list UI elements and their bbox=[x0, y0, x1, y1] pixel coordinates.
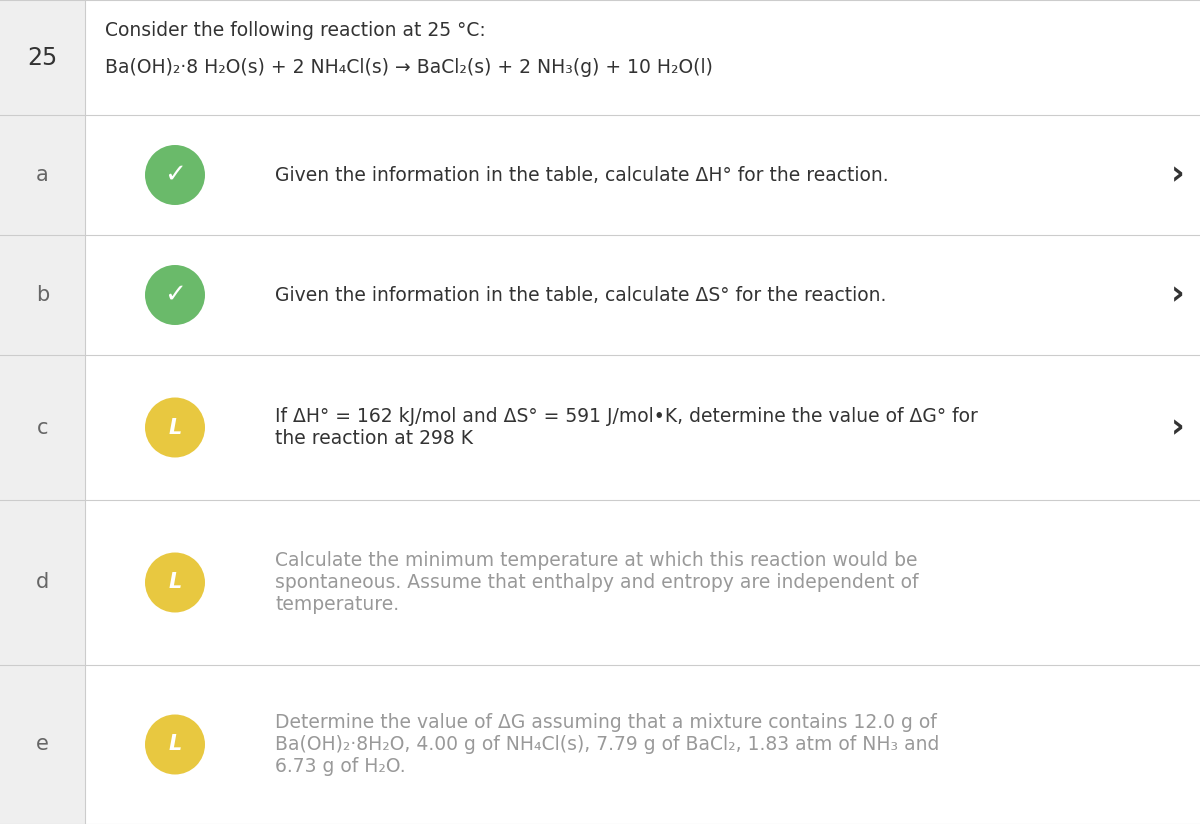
Text: spontaneous. Assume that enthalpy and entropy are independent of: spontaneous. Assume that enthalpy and en… bbox=[275, 573, 918, 592]
Text: ✓: ✓ bbox=[164, 282, 186, 308]
FancyBboxPatch shape bbox=[85, 235, 1200, 355]
Text: e: e bbox=[36, 734, 49, 755]
Text: d: d bbox=[36, 573, 49, 592]
Text: Given the information in the table, calculate ΔS° for the reaction.: Given the information in the table, calc… bbox=[275, 285, 887, 305]
FancyBboxPatch shape bbox=[85, 665, 1200, 824]
Circle shape bbox=[145, 714, 205, 775]
Circle shape bbox=[145, 397, 205, 457]
Circle shape bbox=[145, 553, 205, 612]
Text: a: a bbox=[36, 165, 49, 185]
FancyBboxPatch shape bbox=[85, 355, 1200, 500]
Text: Determine the value of ΔG assuming that a mixture contains 12.0 g of: Determine the value of ΔG assuming that … bbox=[275, 713, 937, 732]
Text: If ΔH° = 162 kJ/mol and ΔS° = 591 J/mol•K, determine the value of ΔG° for: If ΔH° = 162 kJ/mol and ΔS° = 591 J/mol•… bbox=[275, 407, 978, 426]
Text: Consider the following reaction at 25 °C:: Consider the following reaction at 25 °C… bbox=[106, 21, 486, 40]
Text: ✓: ✓ bbox=[164, 162, 186, 188]
Text: L: L bbox=[168, 573, 181, 592]
Circle shape bbox=[145, 145, 205, 205]
Text: ›: › bbox=[1171, 279, 1184, 311]
Text: temperature.: temperature. bbox=[275, 595, 400, 614]
Text: ›: › bbox=[1171, 411, 1184, 444]
Text: the reaction at 298 K: the reaction at 298 K bbox=[275, 429, 473, 448]
FancyBboxPatch shape bbox=[0, 235, 85, 355]
FancyBboxPatch shape bbox=[85, 115, 1200, 235]
Text: Given the information in the table, calculate ΔH° for the reaction.: Given the information in the table, calc… bbox=[275, 166, 889, 185]
FancyBboxPatch shape bbox=[85, 0, 1200, 115]
FancyBboxPatch shape bbox=[0, 500, 85, 665]
Text: Ba(OH)₂·8 H₂O(s) + 2 NH₄Cl(s) → BaCl₂(s) + 2 NH₃(g) + 10 H₂O(l): Ba(OH)₂·8 H₂O(s) + 2 NH₄Cl(s) → BaCl₂(s)… bbox=[106, 58, 713, 77]
Text: L: L bbox=[168, 734, 181, 755]
FancyBboxPatch shape bbox=[0, 0, 85, 115]
FancyBboxPatch shape bbox=[85, 500, 1200, 665]
Text: b: b bbox=[36, 285, 49, 305]
Text: c: c bbox=[37, 418, 48, 438]
Text: Calculate the minimum temperature at which this reaction would be: Calculate the minimum temperature at whi… bbox=[275, 551, 918, 570]
Text: L: L bbox=[168, 418, 181, 438]
FancyBboxPatch shape bbox=[0, 115, 85, 235]
FancyBboxPatch shape bbox=[0, 355, 85, 500]
Text: 25: 25 bbox=[28, 45, 58, 69]
Text: 6.73 g of H₂O.: 6.73 g of H₂O. bbox=[275, 757, 406, 776]
Text: ›: › bbox=[1171, 158, 1184, 191]
Text: Ba(OH)₂·8H₂O, 4.00 g of NH₄Cl(s), 7.79 g of BaCl₂, 1.83 atm of NH₃ and: Ba(OH)₂·8H₂O, 4.00 g of NH₄Cl(s), 7.79 g… bbox=[275, 735, 940, 754]
Circle shape bbox=[145, 265, 205, 325]
FancyBboxPatch shape bbox=[0, 665, 85, 824]
